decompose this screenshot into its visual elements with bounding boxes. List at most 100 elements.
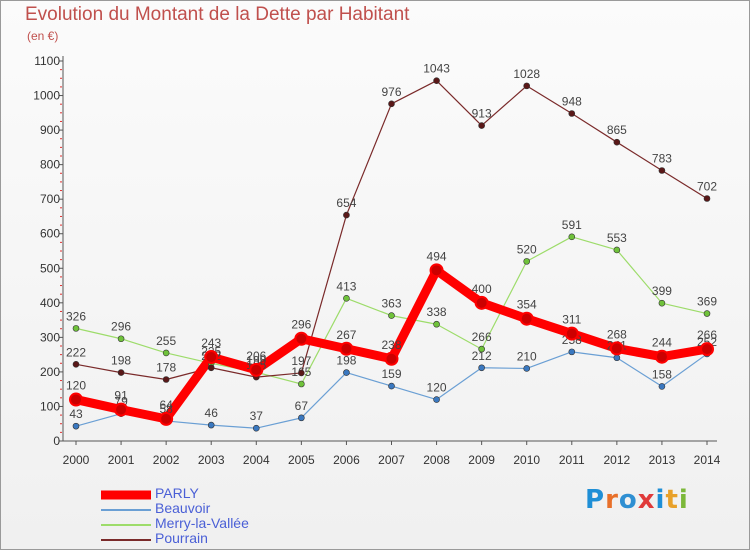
data-point bbox=[433, 396, 440, 403]
data-point bbox=[384, 351, 399, 366]
data-label: 553 bbox=[607, 231, 627, 245]
data-label: 783 bbox=[652, 152, 672, 166]
data-point bbox=[478, 364, 485, 372]
logo-letter: o bbox=[618, 485, 638, 515]
data-point bbox=[72, 361, 80, 368]
data-label: 520 bbox=[517, 242, 537, 256]
data-label: 865 bbox=[607, 123, 627, 137]
data-point bbox=[433, 77, 440, 84]
data-label: 363 bbox=[381, 297, 401, 311]
y-tick-label: 900 bbox=[40, 123, 60, 137]
legend-label: Pourrain bbox=[155, 530, 208, 546]
data-label: 326 bbox=[66, 309, 86, 323]
logo-letter: t bbox=[665, 485, 679, 515]
data-point bbox=[388, 382, 395, 390]
legend-swatch bbox=[101, 508, 151, 511]
data-label: 67 bbox=[295, 399, 309, 413]
data-point bbox=[568, 233, 576, 241]
proxiti-logo: Proxiti bbox=[585, 485, 689, 515]
data-point bbox=[72, 325, 80, 332]
data-label: 197 bbox=[291, 354, 311, 368]
data-point bbox=[207, 421, 215, 429]
data-point bbox=[568, 110, 576, 117]
y-tick-label: 100 bbox=[40, 399, 60, 413]
y-tick-label: 0 bbox=[53, 434, 60, 448]
data-label: 64 bbox=[159, 398, 173, 412]
data-point bbox=[298, 369, 305, 377]
x-tick-label: 2007 bbox=[378, 453, 405, 467]
y-tick-label: 1000 bbox=[33, 89, 60, 103]
logo-letter: i bbox=[678, 485, 689, 515]
logo-letter: r bbox=[605, 485, 619, 515]
x-tick-label: 2006 bbox=[333, 453, 360, 467]
data-label: 43 bbox=[69, 407, 83, 421]
legend-item: Merry-la-Vallée bbox=[101, 515, 301, 532]
data-label: 243 bbox=[201, 336, 221, 350]
data-label: 266 bbox=[697, 328, 717, 342]
x-tick-label: 2008 bbox=[423, 453, 450, 467]
data-point bbox=[609, 341, 624, 356]
data-label: 1028 bbox=[513, 67, 540, 81]
data-point bbox=[613, 354, 621, 362]
data-point bbox=[523, 258, 531, 265]
logo-letter: i bbox=[655, 485, 666, 515]
data-label: 199 bbox=[246, 353, 266, 367]
data-label: 976 bbox=[381, 85, 401, 99]
data-label: 296 bbox=[111, 320, 131, 334]
data-label: 46 bbox=[205, 406, 219, 420]
y-tick-label: 600 bbox=[40, 227, 60, 241]
data-point bbox=[343, 211, 350, 219]
data-point bbox=[703, 195, 711, 202]
data-point bbox=[478, 122, 485, 129]
x-tick-label: 2001 bbox=[108, 453, 135, 467]
data-label: 311 bbox=[562, 313, 581, 327]
x-tick-label: 2013 bbox=[649, 453, 676, 467]
data-label: 268 bbox=[607, 327, 627, 341]
data-point bbox=[474, 295, 489, 310]
x-tick-label: 2005 bbox=[288, 453, 315, 467]
y-tick-label: 300 bbox=[40, 330, 60, 344]
data-point bbox=[658, 167, 666, 174]
data-point bbox=[658, 383, 666, 390]
data-point bbox=[114, 402, 129, 417]
legend-item: Pourrain bbox=[101, 530, 301, 547]
data-point bbox=[159, 411, 174, 426]
x-tick-label: 2000 bbox=[63, 453, 90, 467]
data-label: 400 bbox=[472, 282, 492, 296]
x-tick-label: 2002 bbox=[153, 453, 180, 467]
chart-title: Evolution du Montant de la Dette par Hab… bbox=[25, 4, 410, 25]
data-point bbox=[207, 364, 215, 372]
y-tick-label: 200 bbox=[40, 365, 60, 379]
data-point bbox=[429, 263, 444, 278]
data-point bbox=[343, 295, 350, 302]
data-point bbox=[433, 320, 440, 328]
x-tick-label: 2003 bbox=[198, 453, 225, 467]
y-tick-label: 800 bbox=[40, 158, 60, 172]
data-point bbox=[658, 299, 666, 307]
legend-swatch bbox=[101, 490, 151, 499]
data-point bbox=[388, 312, 395, 319]
data-point bbox=[700, 342, 714, 357]
legend-label: Merry-la-Vallée bbox=[155, 515, 249, 531]
data-point bbox=[339, 341, 354, 356]
data-label: 296 bbox=[291, 318, 311, 332]
data-label: 399 bbox=[652, 284, 672, 298]
data-label: 354 bbox=[517, 298, 537, 312]
y-tick-label: 700 bbox=[40, 192, 60, 206]
data-point bbox=[249, 362, 264, 377]
data-point bbox=[72, 422, 80, 430]
data-label: 338 bbox=[427, 305, 447, 319]
legend-label: PARLY bbox=[155, 485, 199, 501]
data-label: 58 bbox=[159, 402, 173, 416]
data-point bbox=[117, 369, 125, 376]
legend-swatch bbox=[101, 538, 151, 541]
data-point bbox=[478, 345, 485, 353]
y-tick-label: 400 bbox=[40, 296, 60, 310]
data-point bbox=[613, 246, 621, 254]
data-point bbox=[388, 100, 395, 108]
data-point bbox=[69, 392, 83, 407]
logo-letter: P bbox=[585, 485, 606, 515]
data-label: 913 bbox=[472, 107, 492, 121]
y-tick-label: 500 bbox=[40, 261, 60, 275]
chart-subtitle: (en €) bbox=[27, 29, 59, 43]
